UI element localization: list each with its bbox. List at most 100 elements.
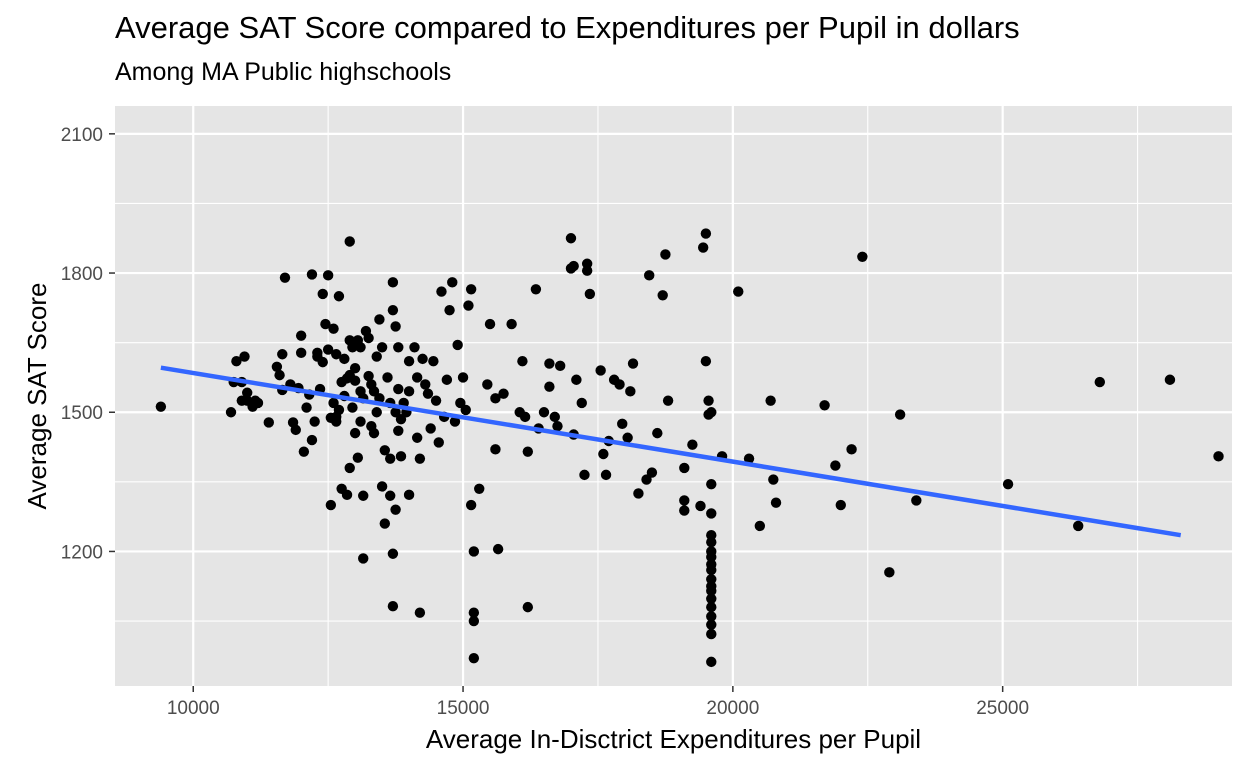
data-point: [382, 372, 393, 383]
data-point: [349, 375, 361, 386]
x-tick-label: 15000: [437, 698, 490, 719]
data-point: [733, 286, 744, 297]
data-point: [274, 369, 285, 381]
data-point: [317, 356, 328, 368]
data-point: [1213, 451, 1224, 462]
data-point: [770, 497, 782, 508]
data-point: [581, 258, 593, 269]
data-point: [706, 619, 717, 630]
data-point: [347, 402, 358, 413]
data-point: [403, 489, 415, 501]
data-point: [700, 228, 712, 239]
data-point: [333, 291, 345, 302]
chart-title: Average SAT Score compared to Expenditur…: [115, 10, 1020, 45]
data-point: [522, 601, 534, 613]
data-point: [819, 400, 830, 411]
plot-panel: [115, 106, 1232, 686]
data-point: [387, 304, 399, 316]
data-point: [374, 314, 385, 325]
data-point: [371, 351, 382, 362]
data-point: [271, 361, 283, 372]
data-point: [652, 427, 663, 439]
data-point: [322, 270, 334, 281]
data-point: [544, 381, 555, 392]
data-point: [420, 379, 431, 390]
data-point: [627, 358, 639, 369]
data-point: [568, 260, 579, 272]
data-point: [376, 481, 388, 492]
data-point: [530, 284, 542, 295]
y-tick-label: 1200: [61, 542, 103, 563]
data-point: [706, 628, 717, 640]
data-point: [1094, 376, 1105, 388]
x-axis-title: Average In-Disctrict Expenditures per Pu…: [426, 724, 921, 754]
data-point: [379, 518, 391, 529]
data-point: [1073, 520, 1084, 532]
data-point: [706, 593, 717, 604]
data-point: [328, 323, 339, 334]
data-point: [155, 401, 167, 412]
data-point: [465, 499, 477, 511]
data-point: [363, 370, 374, 382]
data-point: [633, 488, 644, 499]
data-point: [768, 474, 779, 485]
data-point: [695, 500, 706, 512]
data-point: [554, 360, 566, 372]
data-point: [349, 362, 361, 374]
data-point: [385, 453, 396, 464]
data-point: [706, 611, 717, 622]
data-point: [355, 342, 366, 353]
x-tick-label: 25000: [976, 698, 1029, 719]
y-tick-label: 1800: [61, 264, 103, 285]
data-point: [409, 342, 420, 353]
data-point: [376, 342, 388, 353]
data-point: [468, 546, 480, 557]
data-point: [252, 397, 264, 409]
data-point: [368, 427, 380, 439]
x-tick-label: 10000: [167, 698, 220, 719]
y-tick-label: 1500: [61, 403, 103, 424]
data-point: [428, 356, 439, 367]
data-point: [277, 349, 288, 360]
data-point: [706, 551, 717, 563]
data-point: [679, 495, 690, 506]
data-point: [498, 388, 509, 399]
data-point: [322, 344, 334, 355]
data-point: [441, 374, 453, 385]
data-point: [344, 462, 355, 474]
data-point: [517, 356, 528, 367]
data-point: [706, 508, 717, 519]
data-point: [393, 383, 404, 395]
data-point: [697, 242, 709, 253]
data-point: [490, 444, 501, 455]
data-point: [519, 411, 531, 423]
data-point: [644, 270, 655, 281]
data-point: [422, 388, 434, 399]
data-point: [614, 379, 625, 390]
data-point: [622, 432, 633, 443]
data-point: [395, 451, 407, 462]
data-point: [385, 490, 396, 501]
data-point: [482, 379, 493, 390]
data-point: [565, 233, 577, 244]
data-point: [387, 277, 399, 288]
data-point: [465, 284, 477, 295]
data-point: [662, 395, 674, 406]
data-point: [706, 564, 717, 576]
data-point: [846, 444, 857, 455]
data-point: [301, 402, 312, 413]
data-point: [358, 553, 369, 564]
data-point: [341, 489, 353, 501]
data-point: [484, 318, 496, 330]
data-point: [225, 407, 237, 418]
data-point: [706, 478, 717, 490]
data-point: [617, 418, 628, 430]
data-point: [544, 358, 555, 369]
data-point: [538, 407, 550, 418]
data-point: [468, 607, 480, 618]
data-point: [387, 548, 399, 559]
data-point: [1002, 478, 1014, 490]
data-point: [363, 332, 374, 344]
data-point: [492, 543, 504, 555]
data-point: [549, 411, 560, 423]
